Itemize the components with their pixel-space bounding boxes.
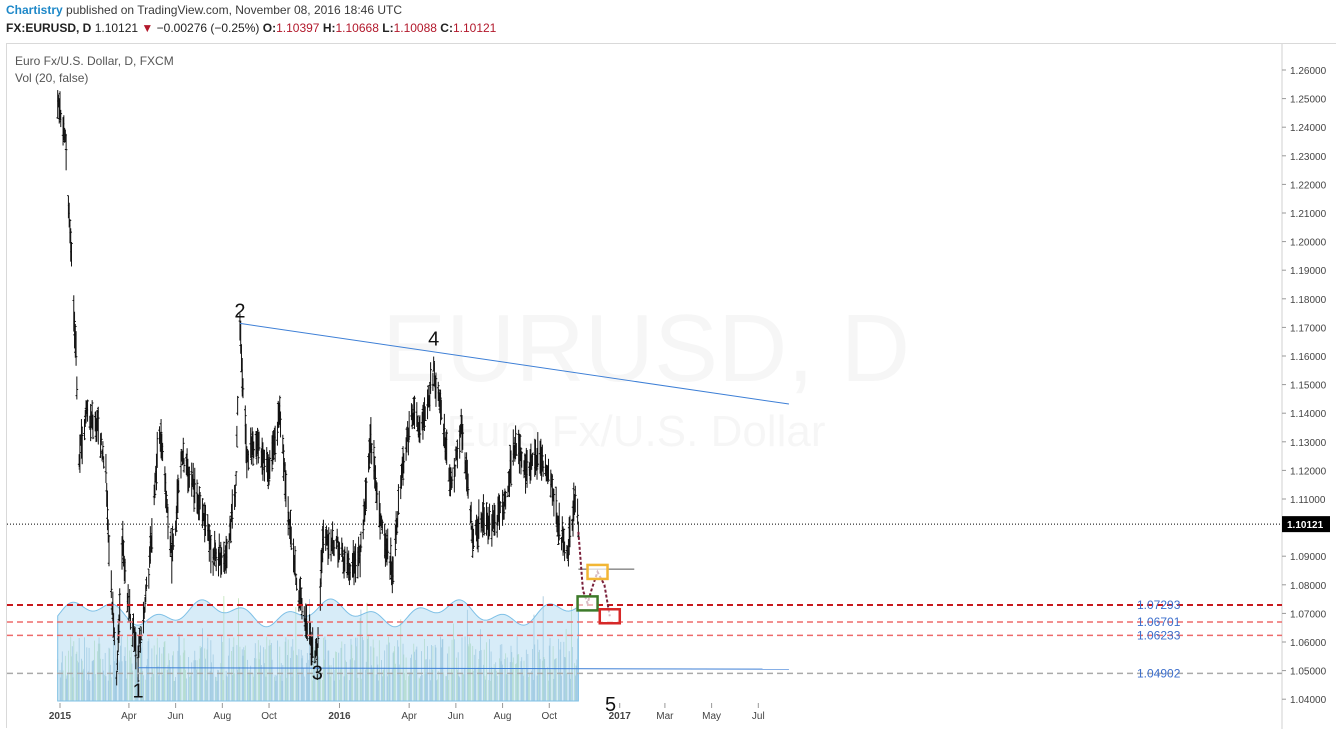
y-tick-label: 1.21000 <box>1290 209 1327 220</box>
y-tick-label: 1.07000 <box>1290 609 1327 620</box>
y-tick-label: 1.05000 <box>1290 667 1327 678</box>
x-tick-label: Aug <box>494 711 512 722</box>
x-tick-label: May <box>702 711 721 722</box>
support-label: 1.04902 <box>1137 666 1181 680</box>
volume-layer <box>57 596 579 702</box>
open-label: O: <box>262 21 277 35</box>
y-tick-label: 1.26000 <box>1290 66 1327 77</box>
trendline-lower <box>138 667 789 670</box>
y-tick-label: 1.04000 <box>1290 695 1327 706</box>
support-label: 1.06701 <box>1137 615 1181 629</box>
ticker-symbol: FX:EURUSD, D <box>6 21 92 35</box>
watermark-title: EURUSD, D <box>382 295 910 402</box>
price-chart[interactable]: EURUSD, D Euro Fx/U.S. Dollar 1.26000 1.250… <box>7 44 1337 729</box>
chart-legend: Euro Fx/U.S. Dollar, D, FXCM Vol (20, fa… <box>15 53 174 87</box>
y-tick-label: 1.18000 <box>1290 295 1327 306</box>
candles-layer <box>56 90 580 686</box>
x-tick-label: Jun <box>168 711 184 722</box>
open-value: 1.10397 <box>276 21 320 35</box>
high-label: H: <box>322 21 336 35</box>
publish-line: Chartistry published on TradingView.com,… <box>6 3 402 17</box>
author-link[interactable]: Chartistry <box>6 3 63 17</box>
x-tick-label: Jul <box>752 711 765 722</box>
low-label: L: <box>382 21 394 35</box>
symbol-title: Euro Fx/U.S. Dollar, D, FXCM <box>15 54 174 68</box>
high-value: 1.10668 <box>335 21 379 35</box>
wave-label: 1 <box>133 680 144 702</box>
last-price-text: 1.10121 <box>94 21 139 35</box>
x-tick-label: 2017 <box>609 711 632 722</box>
y-tick-label: 1.12000 <box>1290 466 1327 477</box>
down-arrow-icon: ▼ <box>141 21 154 35</box>
y-tick-label: 1.09000 <box>1290 552 1327 563</box>
y-tick-label: 1.08000 <box>1290 581 1327 592</box>
publish-info: published on TradingView.com, November 0… <box>66 3 403 17</box>
support-label: 1.07293 <box>1137 598 1181 612</box>
support-label: 1.06233 <box>1137 628 1181 642</box>
wave-label: 5 <box>605 694 616 716</box>
y-tick-label: 1.06000 <box>1290 638 1327 649</box>
y-tick-label: 1.11000 <box>1290 495 1326 506</box>
projection-path <box>577 531 611 617</box>
y-tick-label: 1.16000 <box>1290 352 1327 363</box>
x-tick-label: Oct <box>542 711 558 722</box>
x-tick-label: 2015 <box>49 711 72 722</box>
trendline-upper <box>239 322 790 405</box>
y-tick-label: 1.23000 <box>1290 152 1327 163</box>
y-tick-label: 1.22000 <box>1290 180 1327 191</box>
x-tick-label: Aug <box>213 711 231 722</box>
y-tick-label: 1.20000 <box>1290 238 1327 249</box>
marker-box-yellow <box>586 563 609 581</box>
last-price-tag-label: 1.10121 <box>1287 520 1324 531</box>
last-price-tag <box>1282 516 1330 533</box>
indicator-label: Vol (20, false) <box>15 71 89 85</box>
low-value: 1.10088 <box>393 21 437 35</box>
wave-label: 2 <box>234 300 245 322</box>
wave-label: 4 <box>428 328 439 350</box>
x-tick-label: 2016 <box>328 711 351 722</box>
y-tick-label: 1.17000 <box>1290 323 1327 334</box>
marker-box-green <box>576 595 599 612</box>
watermark-subtitle: Euro Fx/U.S. Dollar <box>447 407 826 456</box>
volume-ma-area <box>57 598 579 702</box>
x-tick-label: Apr <box>401 711 417 722</box>
marker-box-red <box>598 608 622 625</box>
y-tick-label: 1.14000 <box>1290 409 1327 420</box>
y-tick-label: 1.13000 <box>1290 438 1327 449</box>
chart-frame[interactable]: EURUSD, D Euro Fx/U.S. Dollar 1.26000 1.250… <box>6 43 1337 729</box>
price-change: −0.00276 (−0.25%) <box>156 21 260 35</box>
close-value: 1.10121 <box>452 21 497 35</box>
y-tick-label: 1.19000 <box>1290 266 1327 277</box>
y-tick-label: 1.15000 <box>1290 381 1327 392</box>
x-tick-label: Jun <box>448 711 464 722</box>
ticker-line: FX:EURUSD, D 1.10121 ▼ −0.00276 (−0.25%)… <box>6 21 496 35</box>
close-label: C: <box>440 21 453 35</box>
y-tick-label: 1.25000 <box>1290 95 1327 106</box>
wave-label: 3 <box>312 663 323 685</box>
x-tick-label: Oct <box>261 711 277 722</box>
x-tick-label: Apr <box>121 711 137 722</box>
x-tick-label: Mar <box>656 711 674 722</box>
y-tick-label: 1.24000 <box>1290 123 1327 134</box>
